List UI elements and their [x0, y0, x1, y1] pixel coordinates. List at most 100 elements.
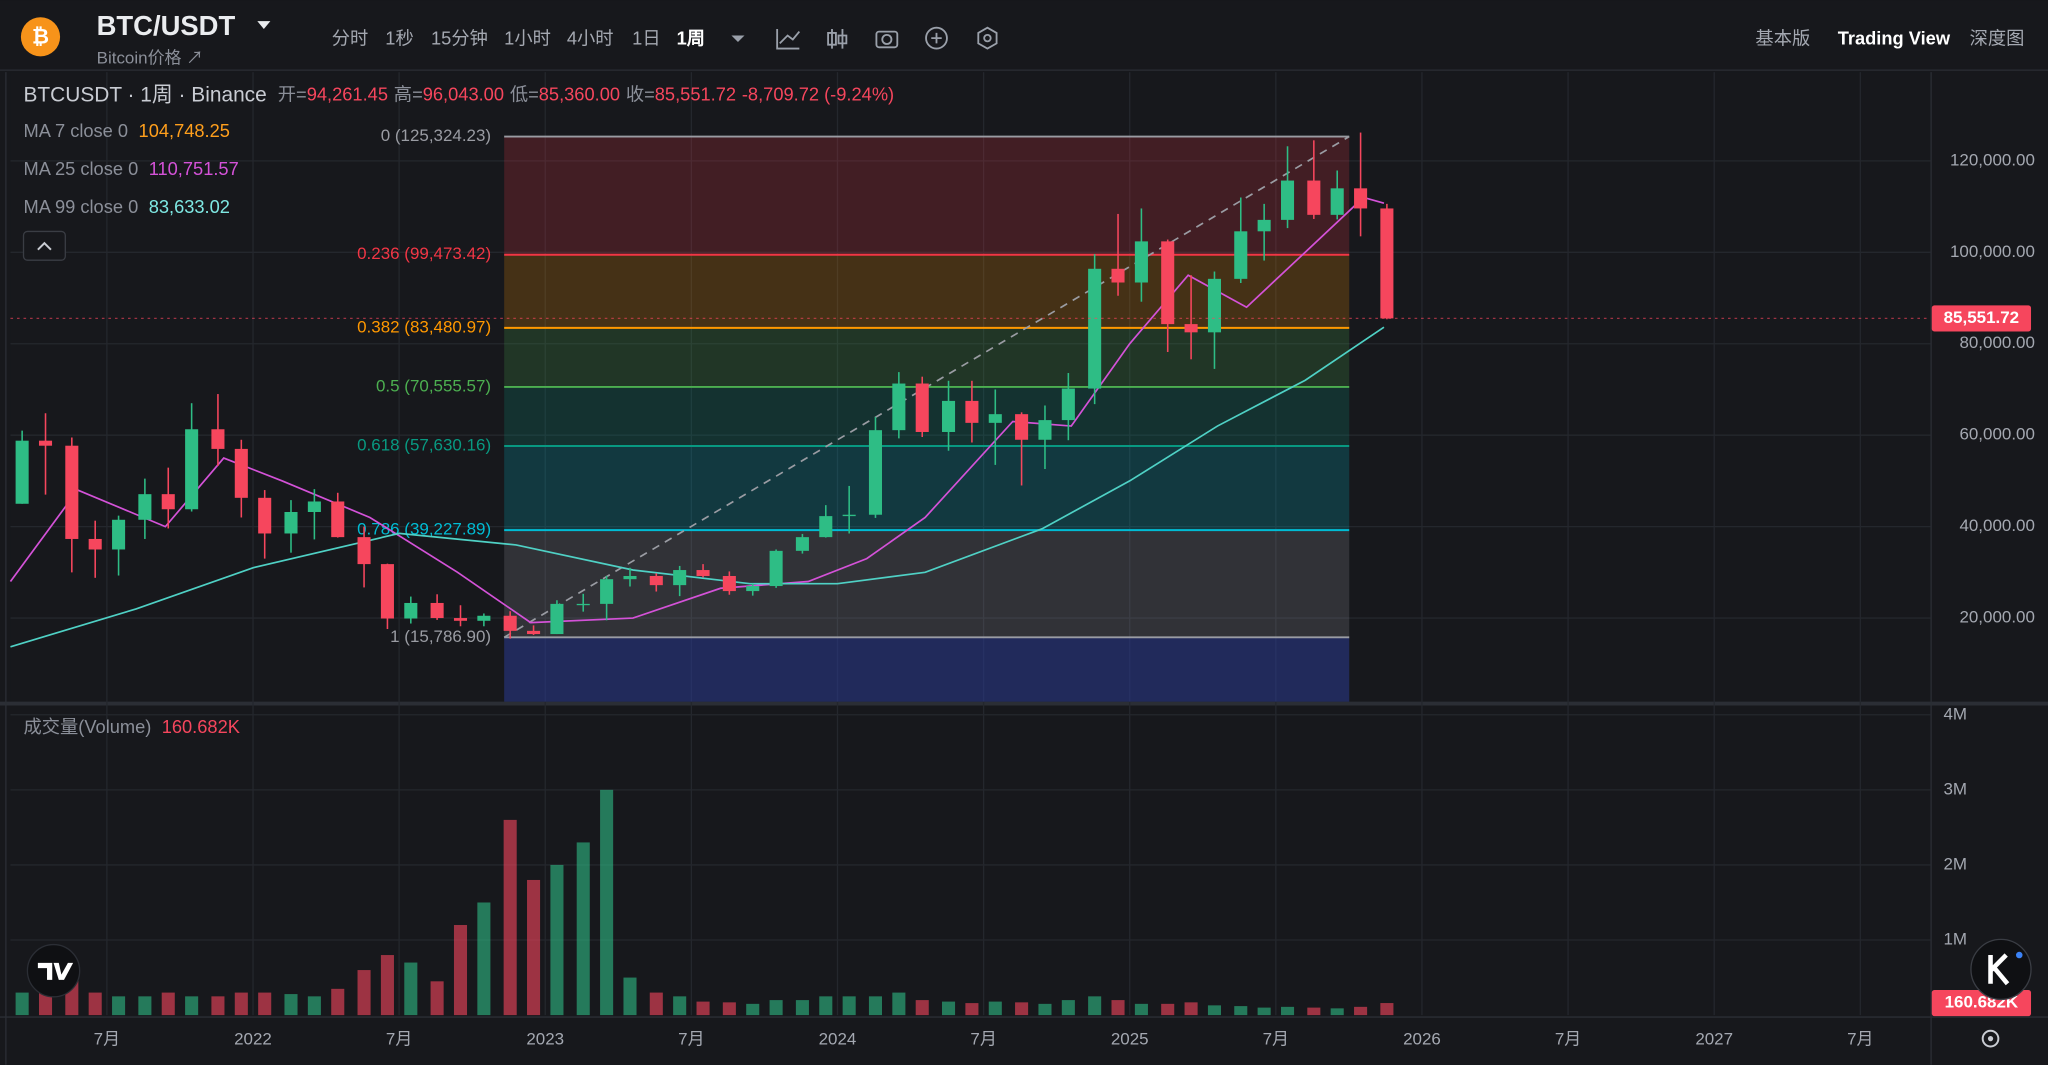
indicator-icon[interactable] [827, 28, 848, 49]
tradingview-logo[interactable] [26, 943, 81, 998]
chart-type-icon[interactable] [776, 28, 801, 50]
coin-logo [20, 17, 61, 57]
axes-layer: 7月 2022 7月 2023 7月 2024 7月 2025 7月 2026 7月 2027 7月 20… [10, 150, 2035, 1048]
volume-bar [1234, 1006, 1248, 1016]
y-tick-label: 100,000.00 [1950, 242, 2035, 261]
candle-body [331, 501, 345, 538]
k-logo[interactable] [1970, 938, 2032, 1001]
candle-body [1234, 231, 1248, 279]
add-cross [931, 32, 942, 44]
volume-tick-label: 2M [1944, 854, 1968, 873]
volume-bar [1088, 996, 1102, 1016]
subtitle[interactable]: Bitcoin价格 ↗ [97, 49, 204, 68]
gear-ring [1981, 1029, 2000, 1048]
volume-bar [673, 996, 687, 1016]
candle-body [307, 501, 321, 512]
volume-bar [649, 992, 663, 1016]
x-tick-label: 7月 [1263, 1029, 1289, 1048]
x-tick-label: 2024 [819, 1029, 857, 1048]
symbol[interactable]: BTC/USDT [97, 10, 236, 41]
candle-body [988, 414, 1002, 423]
x-tick-label: 2027 [1695, 1029, 1733, 1048]
y-tick-label: 40,000.00 [1959, 516, 2035, 535]
add-icon[interactable] [925, 26, 948, 50]
candle-body [527, 630, 541, 635]
volume-bar [915, 1000, 929, 1016]
interval[interactable]: 15分钟 [431, 27, 488, 48]
volume-bar [696, 1001, 710, 1016]
volume-bar [1207, 1005, 1221, 1016]
interval[interactable]: 1秒 [385, 27, 413, 48]
ma-legend-item: MA 7 close 0 104,748.25 [24, 120, 230, 141]
settings-icon[interactable] [977, 26, 998, 50]
x-tick-label: 2026 [1403, 1029, 1441, 1048]
candle-body [357, 537, 371, 565]
candle-body [1111, 268, 1125, 283]
candle-body [185, 429, 199, 510]
volume-bar [550, 864, 564, 1016]
fib-band [504, 254, 1350, 328]
y-tick-label: 120,000.00 [1950, 150, 2035, 169]
candle-body [404, 602, 418, 619]
interval-dropdown[interactable] [731, 35, 745, 43]
volume-bar [211, 996, 225, 1016]
volume-bar [185, 996, 199, 1016]
tradingview-mark [37, 962, 74, 980]
last-price-label: 85,551.72 [1944, 308, 2020, 327]
ma-legend-label: MA 7 close 0 [24, 120, 129, 141]
axis-settings[interactable] [1981, 1029, 2000, 1048]
fib-level-label: 0.786 (39,227.89) [357, 520, 491, 539]
candle-body [1280, 180, 1295, 220]
volume-bar [112, 996, 126, 1016]
view-tab-active[interactable]: Trading View [1838, 27, 1951, 48]
candle-body [380, 564, 394, 619]
symbol-dropdown[interactable] [257, 21, 271, 29]
camera-icon[interactable] [875, 30, 899, 49]
x-tick-label: 7月 [678, 1029, 704, 1048]
candle-body [477, 615, 491, 621]
ma-legend-label: MA 25 close 0 [24, 158, 139, 179]
view-tab[interactable]: 深度图 [1970, 27, 2025, 48]
ohlc-value: 85,551.72 [655, 83, 736, 104]
top-bar [0, 0, 2048, 70]
volume-bar [1111, 1000, 1125, 1016]
volume-tick-label: 3M [1944, 779, 1968, 798]
collapse-button[interactable] [22, 230, 66, 261]
volume-tick-label: 4M [1944, 704, 1968, 723]
volume-bar [1038, 1003, 1052, 1016]
interval[interactable]: 1日 [632, 27, 660, 48]
view-tab[interactable]: 基本版 [1755, 27, 1810, 48]
ma-legend-value: 110,751.57 [149, 158, 239, 179]
volume-bar [965, 1003, 979, 1016]
volume-bar [576, 842, 590, 1016]
ohlc-label: 低= [510, 83, 539, 104]
interval-active[interactable]: 1周 [677, 27, 705, 48]
candle-body [915, 383, 929, 432]
interval[interactable]: 分时 [332, 27, 369, 48]
candle-body [795, 537, 809, 551]
interval[interactable]: 4小时 [567, 27, 614, 48]
volume-bar [1184, 1002, 1198, 1016]
volume-bar [138, 996, 152, 1016]
y-tick-label: 20,000.00 [1959, 608, 2035, 627]
volume-bar [1161, 1003, 1175, 1016]
volume-bar [404, 962, 418, 1016]
interval[interactable]: 1小时 [504, 27, 551, 48]
ohlc-label: 收= [626, 83, 655, 104]
volume-bar [892, 992, 906, 1016]
ma-line [10, 326, 1385, 648]
candle-body [842, 514, 856, 517]
candle-body [576, 603, 590, 606]
x-tick-label: 7月 [94, 1029, 120, 1048]
volume-bar [477, 902, 491, 1016]
candle-body [138, 494, 152, 520]
add-circle [925, 26, 948, 50]
candle-body [696, 570, 710, 576]
volume-bar [942, 1001, 956, 1016]
candle-body [1354, 188, 1368, 209]
candle-body [1161, 241, 1175, 325]
grid-layer [10, 72, 1931, 1016]
volume-value: 160.682K [162, 716, 240, 737]
candle-body [1257, 219, 1271, 232]
